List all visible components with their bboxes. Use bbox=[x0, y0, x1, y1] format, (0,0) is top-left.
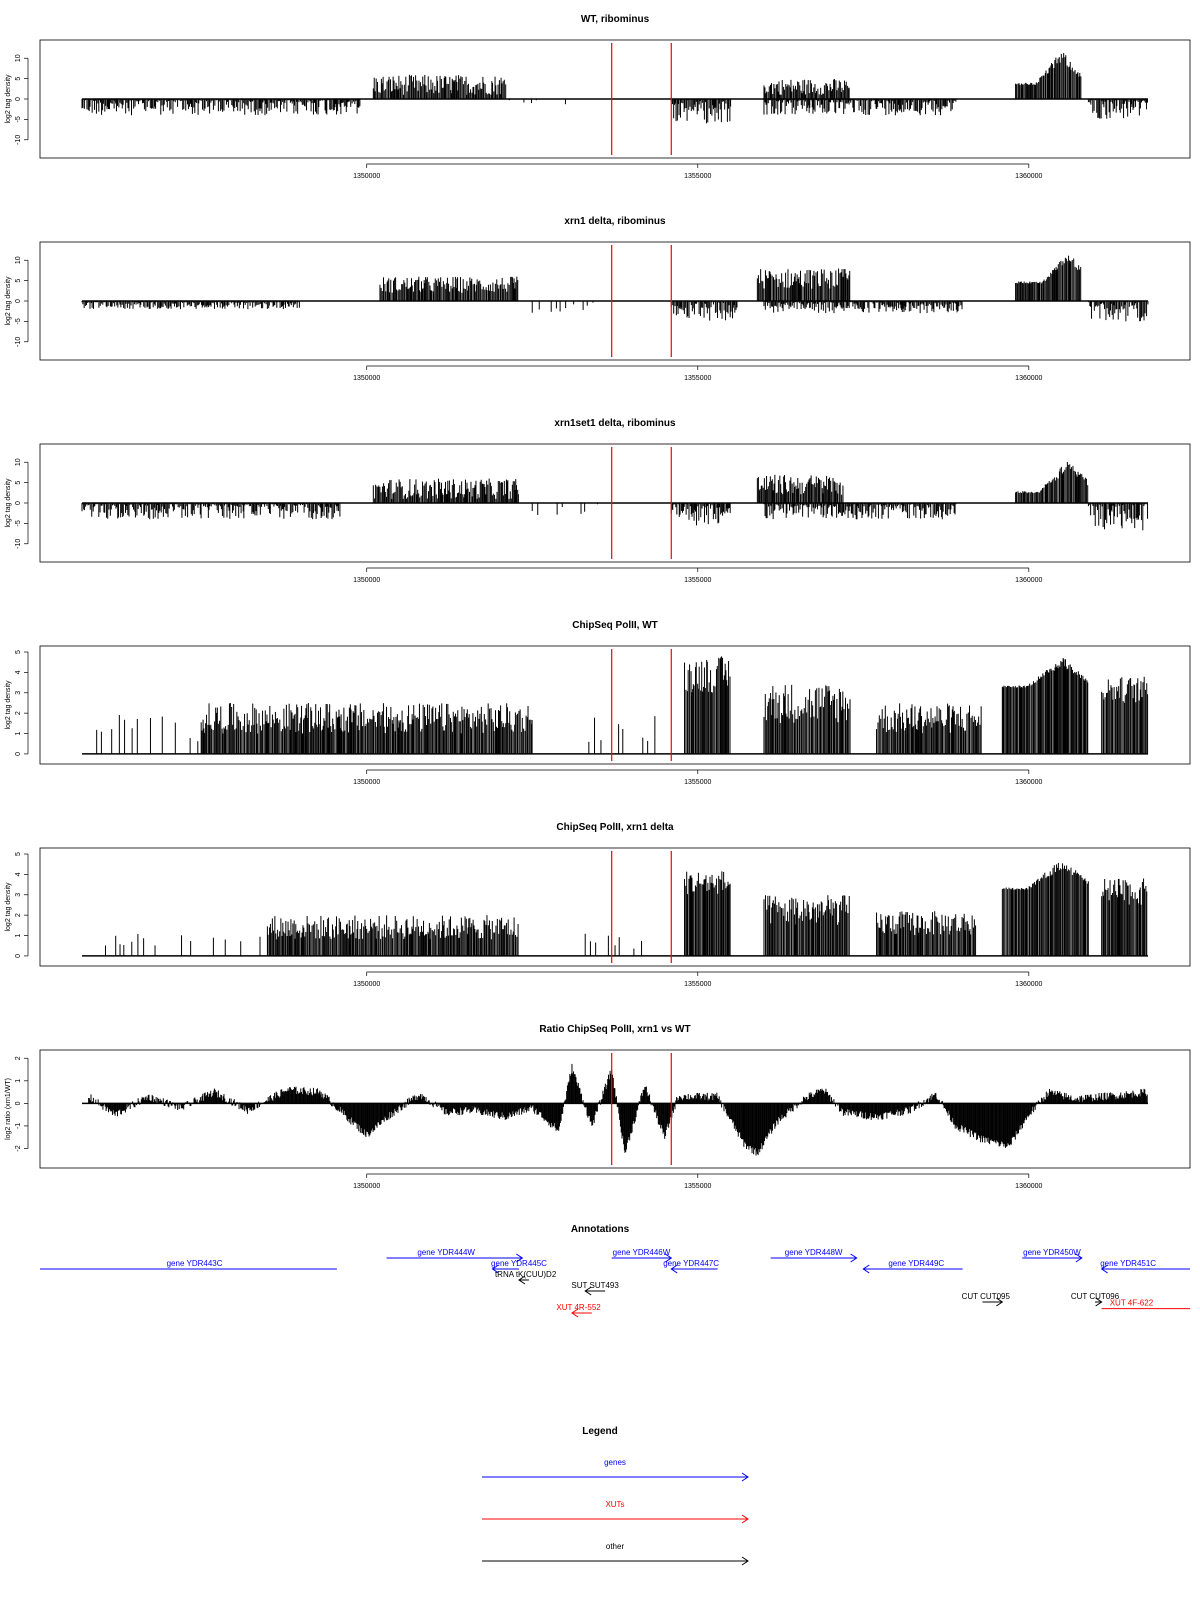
y-tick-label: 5 bbox=[15, 279, 22, 283]
panel-frame bbox=[39, 645, 1191, 765]
y-tick-label: -5 bbox=[15, 520, 22, 526]
x-tick-label: 1360000 bbox=[1015, 577, 1042, 584]
x-tick-label: 1355000 bbox=[684, 1183, 711, 1190]
x-tick-label: 1355000 bbox=[684, 981, 711, 988]
x-tick-label: 1350000 bbox=[353, 981, 380, 988]
y-tick-label: -5 bbox=[15, 116, 22, 122]
panel-frame bbox=[39, 39, 1191, 159]
x-tick-label: 1355000 bbox=[684, 577, 711, 584]
y-axis-label: log2 ratio (xrn1/WT) bbox=[5, 1078, 12, 1140]
y-tick-label: -10 bbox=[15, 539, 22, 549]
panel-title: xrn1 delta, ribominus bbox=[564, 216, 666, 227]
panel-title: Ratio ChipSeq PolII, xrn1 vs WT bbox=[539, 1024, 690, 1035]
data-bars bbox=[81, 52, 1148, 124]
y-tick-label: 2 bbox=[15, 711, 22, 715]
x-tick-label: 1350000 bbox=[353, 173, 380, 180]
y-axis-label: log2 tag density bbox=[5, 276, 12, 326]
y-tick-label: 10 bbox=[15, 458, 22, 466]
y-tick-label: 5 bbox=[15, 650, 22, 654]
data-bars bbox=[96, 656, 1149, 754]
y-tick-label: 4 bbox=[15, 670, 22, 674]
x-tick-label: 1350000 bbox=[353, 375, 380, 382]
track-panel-5: ChipSeq PolII, xrn1 delta log2 tag densit… bbox=[5, 822, 1191, 988]
x-tick-label: 1360000 bbox=[1015, 981, 1042, 988]
y-tick-label: 5 bbox=[15, 852, 22, 856]
y-tick-label: 2 bbox=[15, 1056, 22, 1060]
x-tick-label: 1360000 bbox=[1015, 779, 1042, 786]
x-tick-label: 1355000 bbox=[684, 173, 711, 180]
panel-title: ChipSeq PolII, WT bbox=[572, 620, 658, 631]
y-tick-label: 0 bbox=[15, 1101, 22, 1105]
y-tick-label: 0 bbox=[15, 97, 22, 101]
y-tick-label: 3 bbox=[15, 893, 22, 897]
x-tick-label: 1350000 bbox=[353, 779, 380, 786]
track-panel-4: ChipSeq PolII, WT log2 tag density 0 1 2 3 4 5 1… bbox=[5, 620, 1191, 786]
y-tick-label: -5 bbox=[15, 318, 22, 324]
track-panel-1: WT, ribominus log2 tag density -10 -5 0 5 10 13… bbox=[5, 14, 1191, 180]
panel-title: xrn1set1 delta, ribominus bbox=[554, 418, 676, 429]
y-tick-label: 10 bbox=[15, 256, 22, 264]
panel-frame bbox=[39, 241, 1191, 361]
y-tick-label: 0 bbox=[15, 299, 22, 303]
x-tick-label: 1360000 bbox=[1015, 375, 1042, 382]
y-axis-label: log2 tag density bbox=[5, 680, 12, 730]
y-axis-label: log2 tag density bbox=[5, 74, 12, 124]
y-tick-label: 1 bbox=[15, 933, 22, 937]
y-tick-label: 2 bbox=[15, 913, 22, 917]
y-tick-label: -10 bbox=[15, 135, 22, 145]
y-axis-label: log2 tag density bbox=[5, 478, 12, 528]
data-bars bbox=[81, 255, 1149, 322]
y-tick-label: -2 bbox=[15, 1145, 22, 1151]
data-bars bbox=[81, 462, 1149, 531]
y-tick-label: 0 bbox=[15, 752, 22, 756]
panel-frame bbox=[39, 443, 1191, 563]
x-tick-label: 1360000 bbox=[1015, 1183, 1042, 1190]
panel-frame bbox=[39, 847, 1191, 967]
y-tick-label: -10 bbox=[15, 337, 22, 347]
y-tick-label: 1 bbox=[15, 1079, 22, 1083]
y-tick-label: 3 bbox=[15, 691, 22, 695]
x-tick-label: 1355000 bbox=[684, 779, 711, 786]
x-tick-label: 1355000 bbox=[684, 375, 711, 382]
y-tick-label: 0 bbox=[15, 954, 22, 958]
x-tick-label: 1350000 bbox=[353, 577, 380, 584]
y-tick-label: 1 bbox=[15, 731, 22, 735]
y-tick-label: 5 bbox=[15, 77, 22, 81]
y-tick-label: -1 bbox=[15, 1123, 22, 1129]
ratio-area bbox=[88, 1063, 1148, 1156]
y-tick-label: 5 bbox=[15, 481, 22, 485]
track-panel-2: xrn1 delta, ribominus log2 tag density -10… bbox=[5, 216, 1191, 382]
y-axis-label: log2 tag density bbox=[5, 882, 12, 932]
track-panel-6: Ratio ChipSeq PolII, xrn1 vs WT log2 rati… bbox=[5, 1024, 1191, 1190]
data-bars bbox=[104, 862, 1148, 956]
x-tick-label: 1350000 bbox=[353, 1183, 380, 1190]
y-tick-label: 0 bbox=[15, 501, 22, 505]
panel-title: WT, ribominus bbox=[581, 14, 650, 25]
panel-frame bbox=[39, 1049, 1191, 1169]
track-panel-3: xrn1set1 delta, ribominus log2 tag densit… bbox=[5, 418, 1191, 584]
x-tick-label: 1360000 bbox=[1015, 173, 1042, 180]
panel-title: ChipSeq PolII, xrn1 delta bbox=[556, 822, 674, 833]
y-tick-label: 4 bbox=[15, 872, 22, 876]
y-tick-label: 10 bbox=[15, 54, 22, 62]
